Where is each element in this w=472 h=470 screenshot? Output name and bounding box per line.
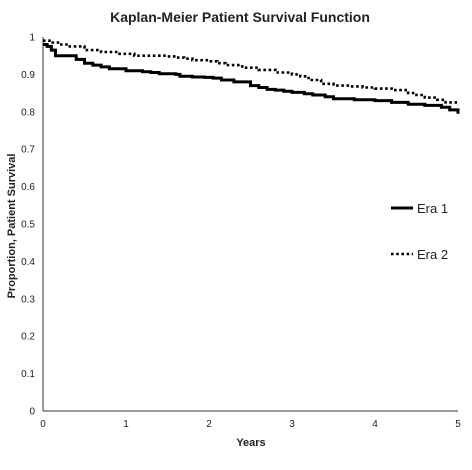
x-tick-labels: 0 1 2 3 4 5 (40, 419, 461, 430)
legend-label-1: Era 1 (417, 201, 448, 216)
series-lines (43, 39, 460, 114)
x-axis-label: Years (236, 437, 265, 449)
legend-label-2: Era 2 (417, 247, 448, 262)
x-tick-label: 5 (455, 419, 461, 430)
x-tick-label: 2 (206, 419, 212, 430)
y-tick-label: 1 (29, 33, 35, 44)
legend: Era 1 Era 2 (391, 201, 448, 262)
x-tick-label: 3 (289, 419, 295, 430)
y-axis-label: Proportion, Patient Survival (6, 154, 18, 299)
series-line-2 (43, 39, 460, 105)
y-tick-label: 0.9 (21, 70, 35, 81)
y-tick-labels: 0 0.1 0.2 0.3 0.4 0.5 0.6 0.7 0.8 0.9 1 (21, 33, 35, 418)
y-tick-label: 0.7 (21, 145, 35, 156)
x-tick-label: 1 (123, 419, 129, 430)
y-tick-label: 0.1 (21, 369, 35, 380)
chart-title: Kaplan-Meier Patient Survival Function (110, 9, 370, 25)
y-tick-label: 0.6 (21, 182, 35, 193)
y-tick-label: 0 (29, 407, 35, 418)
series-line-1 (43, 43, 460, 114)
y-tick-label: 0.2 (21, 332, 35, 343)
y-tick-label: 0.5 (21, 220, 35, 231)
y-tick-label: 0.3 (21, 294, 35, 305)
y-tick-label: 0.4 (21, 257, 35, 268)
x-tick-label: 0 (40, 419, 46, 430)
x-tick-label: 4 (372, 419, 378, 430)
y-tick-label: 0.8 (21, 107, 35, 118)
